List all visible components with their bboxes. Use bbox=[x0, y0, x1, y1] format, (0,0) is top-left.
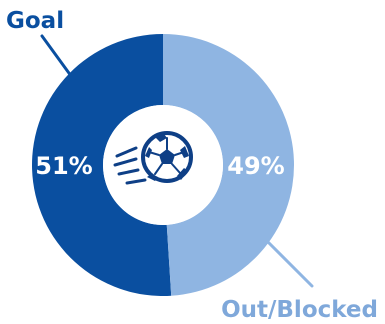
legend-label-goal: Goal bbox=[6, 8, 64, 34]
data-label-out-blocked: 49% bbox=[227, 152, 284, 180]
donut-slice-goal bbox=[32, 34, 172, 296]
soccer-ball-icon bbox=[113, 131, 193, 185]
data-label-goal: 51% bbox=[35, 152, 92, 180]
legend-label-out-blocked: Out/Blocked bbox=[221, 297, 378, 323]
leader-line-goal bbox=[40, 34, 76, 82]
donut-slice-out-blocked bbox=[163, 34, 295, 296]
donut-slices bbox=[32, 34, 295, 296]
leader-line-out-blocked bbox=[260, 234, 314, 288]
